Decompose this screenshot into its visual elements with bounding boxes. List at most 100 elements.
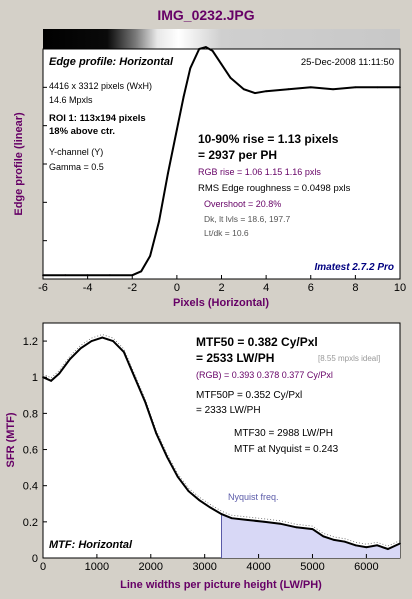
mtf50p-lwph: = 2333 LW/PH xyxy=(196,405,261,416)
data-point xyxy=(333,539,335,541)
data-point xyxy=(265,90,267,93)
data-point xyxy=(122,351,125,353)
data-point xyxy=(220,513,223,515)
x-tick-label: 0 xyxy=(40,561,46,573)
data-point xyxy=(106,338,109,341)
data-point xyxy=(279,522,281,525)
data-point xyxy=(220,63,223,66)
x-tick-label: 8 xyxy=(352,282,358,294)
data-point xyxy=(343,540,346,543)
data-point xyxy=(42,376,44,379)
x-tick-label: 4000 xyxy=(246,561,270,573)
data-point xyxy=(205,46,207,48)
mtf-x-axis-label: Line widths per picture height (LW/PH) xyxy=(120,579,322,591)
data-point xyxy=(101,336,104,339)
x-tick-label: 1000 xyxy=(85,561,109,573)
edge-strip-image xyxy=(43,29,400,49)
data-point xyxy=(211,50,214,52)
y-tick-label: 0 xyxy=(32,553,38,565)
data-point xyxy=(131,274,134,277)
series-line xyxy=(43,46,400,277)
nyquist-shaded-area xyxy=(221,514,400,558)
rgb-rise-text: RGB rise = 1.06 1.15 1.16 pxls xyxy=(198,167,321,177)
mtf30-text: MTF30 = 2988 LW/PH xyxy=(234,428,333,439)
roi-position-text: 18% above ctr. xyxy=(49,126,115,137)
data-point xyxy=(254,92,256,94)
data-point xyxy=(263,520,265,523)
mtf50-value: MTF50 = 0.382 Cy/Pxl xyxy=(196,335,318,349)
data-point xyxy=(209,506,212,509)
data-point xyxy=(69,358,71,361)
data-point xyxy=(79,347,82,350)
y-tick-label: 0.4 xyxy=(23,481,38,493)
data-point xyxy=(182,96,185,98)
data-point xyxy=(198,48,201,50)
edge-profile-series xyxy=(42,46,401,277)
data-point xyxy=(322,535,325,538)
data-point xyxy=(176,475,179,478)
edge-profile-panel-label: Edge profile: Horizontal xyxy=(49,56,174,68)
data-point xyxy=(86,274,89,277)
x-tick-label: 2000 xyxy=(139,561,163,573)
data-point xyxy=(387,548,389,550)
data-point xyxy=(64,274,67,277)
rise-value: 10-90% rise = 1.13 pixels xyxy=(198,132,339,146)
edge-profile-axes: -6 -4 -2 0 2 4 6 8 10 xyxy=(38,48,406,294)
data-point xyxy=(167,172,169,175)
data-point xyxy=(230,517,233,520)
data-point xyxy=(309,86,312,89)
x-tick-label: 3000 xyxy=(192,561,216,573)
mtf-series xyxy=(42,334,401,551)
data-point xyxy=(149,255,152,257)
imatest-brand: Imatest 2.7.2 Pro xyxy=(315,262,394,273)
image-size-text: 4416 x 3312 pixels (WxH) xyxy=(49,81,152,91)
data-point xyxy=(140,270,143,273)
data-point xyxy=(399,86,401,89)
y-tick-label: 1.2 xyxy=(23,336,38,348)
data-point xyxy=(187,490,190,492)
y-tick-label: 0.6 xyxy=(23,445,38,457)
x-tick-label: 6000 xyxy=(354,561,378,573)
data-point xyxy=(246,519,249,521)
rgb-mtf-text: (RGB) = 0.393 0.378 0.377 Cy/Pxl xyxy=(196,370,333,380)
edge-profile-y-axis-label: Edge profile (linear) xyxy=(13,112,25,216)
data-point xyxy=(229,76,232,79)
series-envelope-line xyxy=(42,334,401,547)
data-point xyxy=(311,528,314,530)
data-point xyxy=(112,340,114,342)
edge-profile-x-axis-label: Pixels (Horizontal) xyxy=(173,297,269,309)
mtf-axes: 0 1000 2000 3000 4000 5000 6000 0 0.2 0.4 0.6 0.8 1 1… xyxy=(23,336,379,573)
data-point xyxy=(354,86,357,89)
x-tick-label: 2 xyxy=(218,282,224,294)
mtf50-lwph: = 2533 LW/PH xyxy=(196,351,274,365)
x-tick-label: 5000 xyxy=(300,561,324,573)
data-point xyxy=(133,376,136,379)
data-point xyxy=(166,455,168,458)
data-point xyxy=(58,372,61,375)
edge-profile-plot-area xyxy=(42,48,401,280)
data-point xyxy=(158,220,160,223)
data-point xyxy=(176,128,178,131)
x-tick-label: 4 xyxy=(263,282,269,294)
x-tick-label: -6 xyxy=(38,282,48,294)
data-point xyxy=(155,432,158,435)
mtf-panel-label: MTF: Horizontal xyxy=(49,539,133,551)
x-tick-label: 10 xyxy=(394,282,406,294)
rise-per-ph: = 2937 per PH xyxy=(198,148,277,162)
data-point xyxy=(189,67,192,70)
window-title: IMG_0232.JPG xyxy=(157,7,254,23)
data-point xyxy=(109,274,111,277)
data-point xyxy=(376,544,378,547)
x-tick-label: 0 xyxy=(174,282,180,294)
overshoot-text: Overshoot = 20.8% xyxy=(204,199,281,209)
x-tick-label: 6 xyxy=(308,282,314,294)
data-point xyxy=(295,526,298,529)
data-point xyxy=(287,88,290,91)
data-point xyxy=(376,86,379,89)
gamma-text: Gamma = 0.5 xyxy=(49,162,104,172)
channel-text: Y-channel (Y) xyxy=(49,147,103,157)
data-point xyxy=(198,499,201,502)
x-tick-label: -4 xyxy=(83,282,93,294)
nyquist-label: Nyquist freq. xyxy=(228,492,279,502)
